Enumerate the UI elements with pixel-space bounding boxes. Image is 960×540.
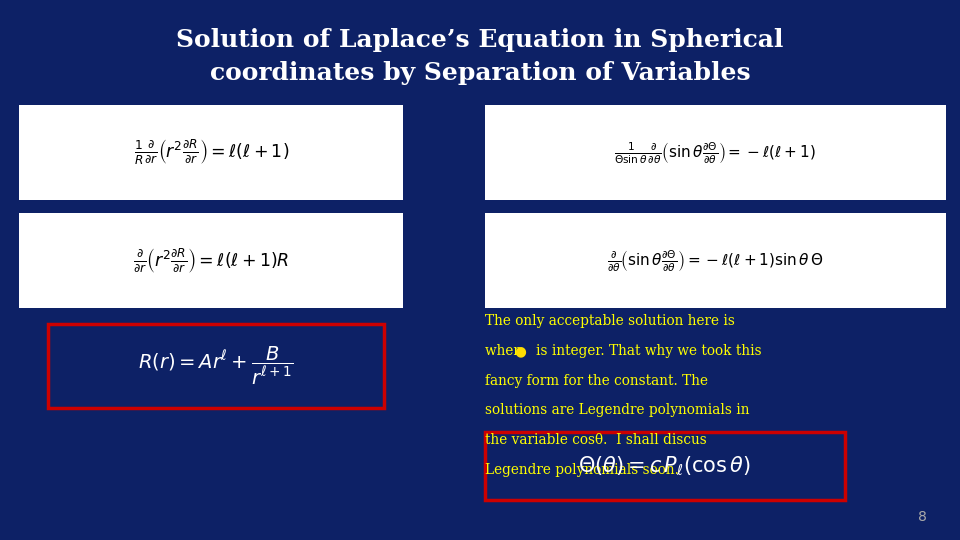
Text: $\frac{1}{R}\frac{\partial}{\partial r}\left(r^2\frac{\partial R}{\partial r}\ri: $\frac{1}{R}\frac{\partial}{\partial r}\… — [133, 138, 289, 167]
Text: $\frac{1}{\Theta\sin\theta}\frac{\partial}{\partial\theta}\left(\sin\theta\frac{: $\frac{1}{\Theta\sin\theta}\frac{\partia… — [614, 139, 816, 166]
Text: Legendre polynomials soon.: Legendre polynomials soon. — [485, 463, 679, 477]
Text: $R(r) = Ar^{\ell} + \dfrac{B}{r^{\ell+1}}$: $R(r) = Ar^{\ell} + \dfrac{B}{r^{\ell+1}… — [138, 345, 294, 387]
Text: $\Theta(\theta) = c\,P_{\ell}(\cos\theta)$: $\Theta(\theta) = c\,P_{\ell}(\cos\theta… — [578, 454, 752, 477]
Text: solutions are Legendre polynomials in: solutions are Legendre polynomials in — [485, 403, 750, 417]
FancyBboxPatch shape — [19, 213, 403, 308]
Text: $\frac{\partial}{\partial\theta}\left(\sin\theta\frac{\partial\Theta}{\partial\t: $\frac{\partial}{\partial\theta}\left(\s… — [607, 247, 824, 274]
FancyBboxPatch shape — [485, 432, 845, 500]
Text: is integer. That why we took this: is integer. That why we took this — [536, 344, 761, 358]
FancyBboxPatch shape — [485, 105, 946, 200]
Text: the variable cosθ.  I shall discus: the variable cosθ. I shall discus — [485, 433, 707, 447]
Text: ●: ● — [515, 344, 526, 358]
Text: The only acceptable solution here is: The only acceptable solution here is — [485, 314, 734, 328]
Text: 8: 8 — [918, 510, 926, 524]
Text: when: when — [485, 344, 526, 358]
FancyBboxPatch shape — [48, 324, 384, 408]
FancyBboxPatch shape — [19, 105, 403, 200]
Text: coordinates by Separation of Variables: coordinates by Separation of Variables — [209, 61, 751, 85]
FancyBboxPatch shape — [485, 213, 946, 308]
Text: Solution of Laplace’s Equation in Spherical: Solution of Laplace’s Equation in Spheri… — [177, 29, 783, 52]
Text: $\frac{\partial}{\partial r}\left(r^2\frac{\partial R}{\partial r}\right) = \ell: $\frac{\partial}{\partial r}\left(r^2\fr… — [133, 246, 289, 275]
Text: fancy form for the constant. The: fancy form for the constant. The — [485, 374, 708, 388]
